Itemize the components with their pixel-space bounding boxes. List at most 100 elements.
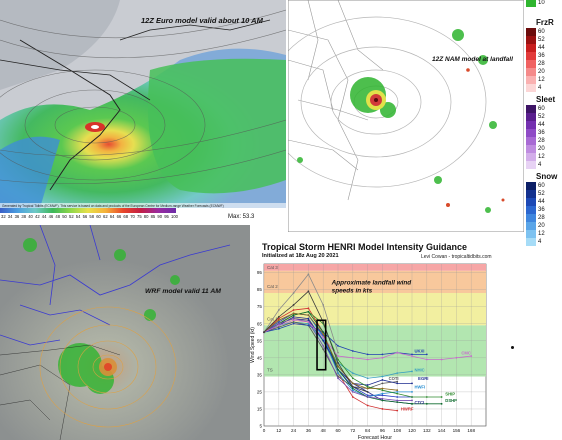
- series-point: [411, 353, 413, 356]
- legend-group-title: FrzR: [536, 18, 554, 27]
- series-point: [411, 402, 413, 405]
- x-tick-label: 72: [350, 428, 356, 433]
- series-point: [381, 394, 384, 397]
- series-point: [307, 321, 310, 323]
- series-point: [277, 321, 280, 323]
- series-point: [381, 356, 384, 359]
- series-point: [425, 358, 428, 361]
- series-point: [307, 307, 310, 310]
- euro-scale-bar: [0, 208, 176, 213]
- series-point: [381, 408, 384, 410]
- euro-map-image: [0, 0, 286, 208]
- euro-scale-label: 80: [143, 214, 149, 219]
- legend-label: 4: [538, 238, 542, 245]
- legend-label: 60: [538, 182, 545, 189]
- series-point: [277, 326, 280, 328]
- euro-scale-labels: 32 34 36 38 40 42 44 46 48 50 52 54 56 58 60 62 64 66 68 70…: [0, 214, 180, 221]
- legend-label: 44: [538, 121, 545, 128]
- legend-label: 20: [538, 68, 545, 75]
- euro-scale-label: 54: [75, 214, 81, 219]
- legend-group-title: Sleet: [536, 95, 556, 104]
- euro-scale-label: 46: [48, 214, 54, 219]
- series-point: [337, 365, 339, 368]
- series-point: [470, 355, 473, 357]
- intensity-band: [264, 264, 486, 271]
- series-point: [292, 315, 295, 318]
- legend-swatch: [526, 222, 536, 230]
- legend-swatch: [526, 145, 536, 153]
- legend-label: 36: [538, 129, 545, 136]
- series-point: [351, 389, 354, 392]
- chart-title: Tropical Storm HENRI Model Intensity Gui…: [262, 242, 468, 252]
- series-point: [307, 317, 310, 320]
- series-point: [366, 390, 369, 393]
- series-point: [396, 382, 399, 385]
- euro-scale-label: 50: [62, 214, 67, 219]
- series-point: [396, 380, 399, 383]
- series-point: [440, 358, 443, 361]
- euro-scale-label: 38: [21, 214, 27, 219]
- series-point: [411, 355, 413, 357]
- series-label: UKXI: [414, 349, 424, 354]
- legend-label: 60: [538, 105, 545, 112]
- series-point: [411, 382, 413, 385]
- y-axis-label: Wind Speed (kt): [250, 327, 256, 363]
- y-tick-label: 15: [257, 407, 263, 412]
- euro-scale-label: 36: [14, 214, 20, 219]
- series-label: EGRI: [418, 376, 428, 381]
- series-point: [366, 387, 369, 390]
- x-tick-label: 60: [335, 428, 341, 433]
- series-line: [263, 273, 339, 353]
- euro-max-label: Max: 53.3: [228, 214, 255, 220]
- series-point: [381, 382, 384, 385]
- legend-swatch: [526, 230, 536, 238]
- series-point: [440, 402, 443, 405]
- nam-legend: 10 FrzR 60 52 44 36 28 20 12 4 Sleet 60 52 44 36 28 20 1…: [526, 0, 562, 246]
- series-point: [381, 379, 384, 381]
- legend-swatch: [526, 161, 536, 169]
- band-label: Cat 2: [267, 284, 278, 289]
- series-point: [292, 309, 295, 311]
- series-point: [292, 317, 295, 320]
- legend-swatch: [526, 36, 536, 44]
- legend-swatch: [526, 198, 536, 206]
- legend-top-label: 10: [538, 0, 545, 6]
- euro-scale-label: 58: [89, 214, 95, 219]
- series-point: [396, 389, 399, 392]
- series-point: [351, 350, 354, 352]
- series-point: [381, 397, 384, 400]
- intensity-band: [264, 270, 486, 293]
- legend-label: 12: [538, 230, 545, 237]
- stray-dot: [511, 346, 514, 349]
- series-point: [396, 396, 399, 398]
- intensity-band: [264, 325, 486, 377]
- euro-scale-label: 56: [82, 214, 88, 219]
- band-label: Cat 3: [267, 265, 278, 270]
- x-axis-label: Forecast Hour: [358, 435, 392, 440]
- x-tick-label: 12: [276, 428, 282, 433]
- series-point: [440, 396, 443, 398]
- series-line: [263, 290, 368, 393]
- euro-scale-label: 34: [7, 214, 13, 219]
- series-point: [322, 336, 325, 339]
- band-label: TS: [267, 367, 273, 372]
- legend-label: 52: [538, 36, 545, 43]
- legend-label: 28: [538, 60, 545, 67]
- series-point: [277, 319, 280, 322]
- x-tick-label: 120: [408, 428, 416, 433]
- x-tick-label: 108: [393, 428, 401, 433]
- series-point: [411, 399, 413, 402]
- euro-scale-label: 44: [41, 214, 47, 219]
- legend-label: 44: [538, 198, 545, 205]
- legend-swatch: [526, 68, 536, 76]
- series-point: [411, 370, 413, 373]
- series-point: [425, 402, 428, 405]
- euro-scale-label: 64: [109, 214, 115, 219]
- euro-scale-label: 100: [171, 214, 178, 219]
- legend-label: 36: [538, 206, 545, 213]
- series-point: [396, 390, 399, 393]
- x-tick-label: 132: [423, 428, 431, 433]
- legend-swatch: [526, 28, 536, 36]
- legend-label: 12: [538, 153, 545, 160]
- series-point: [396, 409, 399, 412]
